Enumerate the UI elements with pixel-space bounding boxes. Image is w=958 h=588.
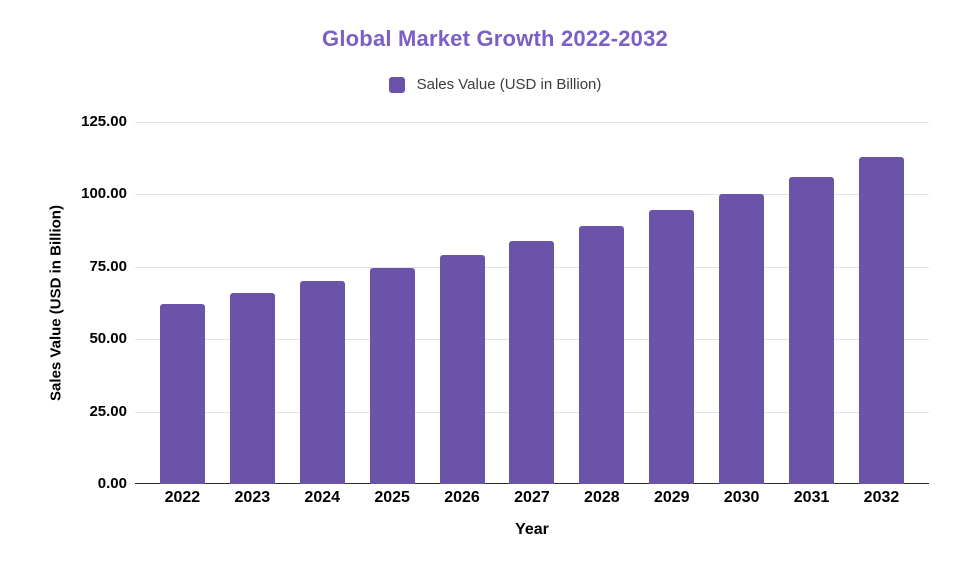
legend-label: Sales Value (USD in Billion) [416, 76, 602, 93]
bar-2024 [299, 281, 345, 484]
x-tick-label-2032: 2032 [863, 489, 900, 506]
bar-2030 [719, 194, 765, 484]
plot-area [135, 122, 929, 484]
x-tick-label-2025: 2025 [374, 489, 410, 506]
x-tick-label-2031: 2031 [793, 489, 830, 506]
bar-2025 [369, 268, 415, 484]
gridline-100.00 [135, 194, 929, 196]
x-tick-label-2030: 2030 [723, 489, 760, 506]
y-tick-labels: 125.00 100.00 75.00 50.00 25.00 0.00 [0, 113, 127, 492]
y-tick-label-50.00: 50.00 [89, 330, 127, 347]
bar-2028 [579, 226, 625, 484]
bar-2026 [439, 255, 485, 484]
bar-2023 [229, 292, 275, 484]
y-tick-label-25.00: 25.00 [89, 403, 127, 420]
legend-swatch-icon [388, 76, 405, 93]
x-axis-title: Year [515, 521, 549, 538]
x-tick-label-2026: 2026 [444, 489, 480, 506]
chart-title: Global Market Growth 2022-2032 [322, 26, 668, 51]
x-tick-label-2028: 2028 [584, 489, 620, 506]
x-tick-label-2027: 2027 [514, 489, 550, 506]
x-tick-label-2022: 2022 [164, 489, 201, 506]
x-tick-label-2024: 2024 [304, 489, 341, 506]
bar-2029 [649, 210, 695, 484]
legend: Sales Value (USD in Billion) [0, 76, 958, 93]
bar-2031 [789, 177, 835, 484]
bar-2022 [159, 304, 205, 484]
y-tick-label-125.00: 125.00 [81, 113, 127, 130]
x-tick-labels: 2022 2023 2024 2025 2026 2027 2028 2029 2030 2031… [135, 489, 929, 507]
x-tick-label-2029: 2029 [653, 489, 690, 506]
gridline-125.00 [135, 122, 929, 123]
bar-2032 [858, 156, 904, 484]
bar-2027 [509, 240, 555, 484]
bars-row [135, 122, 929, 484]
x-tick-label-2023: 2023 [234, 489, 271, 506]
y-tick-label-75.00: 75.00 [89, 258, 127, 275]
y-tick-label-0.00: 0.00 [97, 475, 127, 492]
y-tick-label-100.00: 100.00 [81, 185, 127, 202]
